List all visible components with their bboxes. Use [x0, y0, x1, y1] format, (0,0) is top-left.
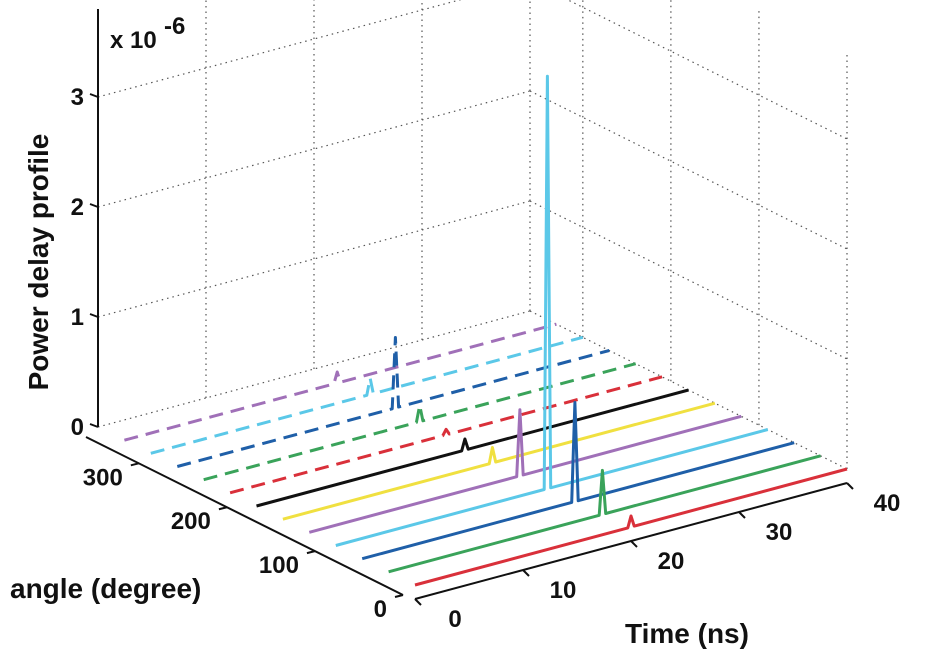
y-tick-label: 100: [259, 552, 299, 579]
y-axis: [85, 436, 404, 596]
grid-line: [566, 0, 848, 140]
grid-line: [529, 200, 848, 360]
y-tick-label: 300: [83, 464, 123, 491]
x-tick-label: 10: [550, 577, 577, 604]
series-line: [176, 336, 610, 468]
z-tick: [89, 423, 99, 428]
series-line: [256, 388, 689, 508]
z-tick-label: 0: [71, 414, 84, 441]
x-tick: [414, 598, 422, 606]
series-line: [124, 322, 557, 442]
z-tick: [89, 93, 99, 98]
y-tick-label: 200: [171, 508, 211, 535]
x-tick: [630, 540, 638, 548]
y-tick: [306, 550, 316, 555]
x-tick-label: 30: [766, 519, 793, 546]
x-tick: [846, 482, 854, 490]
x-tick-label: 40: [874, 490, 901, 517]
series-line: [388, 454, 821, 574]
z-tick-label: 1: [71, 304, 84, 331]
y-tick: [130, 462, 140, 467]
grid-line: [529, 90, 848, 250]
y-tick-label: 0: [374, 596, 387, 623]
z-axis-label: Power delay profile: [23, 134, 54, 391]
x-tick-label: 20: [658, 548, 685, 575]
z-tick-label: 2: [71, 194, 84, 221]
series-line: [308, 408, 742, 534]
series-line: [361, 401, 795, 561]
z-tick-label: 3: [71, 84, 84, 111]
y-axis-label: angle (degree): [10, 573, 201, 604]
x-tick: [738, 511, 746, 519]
z-multiplier-base: x 10: [110, 27, 157, 54]
x-axis-label: Time (ns): [625, 618, 749, 649]
z-tick: [89, 203, 99, 208]
series-line: [335, 74, 769, 547]
z-tick: [89, 313, 99, 318]
z-multiplier-exponent: -6: [164, 13, 185, 40]
series-line: [282, 401, 716, 521]
x-tick: [522, 569, 530, 577]
series-line: [229, 375, 663, 495]
series-line: [414, 467, 848, 587]
y-tick: [218, 506, 228, 511]
y-tick: [394, 594, 404, 598]
x-tick-label: 0: [448, 606, 461, 633]
